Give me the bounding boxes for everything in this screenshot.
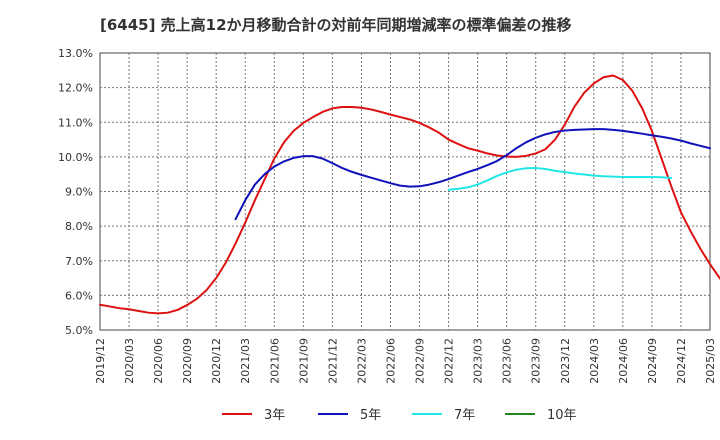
x-tick-label: 2021/06: [268, 338, 281, 384]
series-line-1: [234, 128, 711, 221]
x-tick-label: 2024/12: [675, 338, 688, 384]
x-tick-label: 2020/06: [152, 338, 165, 384]
x-tick-label: 2021/12: [326, 338, 339, 384]
y-tick-label: 8.0%: [65, 220, 93, 233]
legend-label-3: 10年: [547, 408, 577, 423]
axis-layer: 5.0% 6.0% 7.0% 8.0% 9.0% 10.0% 11.0% 12.0% 13.0%…: [58, 47, 717, 384]
y-tick-label: 10.0%: [58, 151, 93, 164]
x-tick-label: 2022/12: [443, 338, 456, 384]
y-tick-label: 5.0%: [65, 324, 93, 337]
series-line-2: [447, 166, 673, 191]
x-tick-label: 2021/03: [239, 338, 252, 384]
x-tick-label: 2025/03: [704, 338, 717, 384]
x-tick-label: 2023/12: [559, 338, 572, 384]
x-tick-label: 2020/12: [210, 338, 223, 384]
y-tick-label: 12.0%: [58, 82, 93, 95]
x-tick-label: 2023/09: [530, 338, 543, 384]
y-tick-label: 7.0%: [65, 255, 93, 268]
x-tick-label: 2024/03: [588, 338, 601, 384]
x-tick-label: 2024/09: [646, 338, 659, 384]
series-layer: [99, 74, 720, 315]
x-tick-label: 2020/09: [181, 338, 194, 384]
x-tick-label: 2020/03: [123, 338, 136, 384]
y-tick-label: 13.0%: [58, 47, 93, 60]
y-tick-label: 11.0%: [58, 116, 93, 129]
x-tick-label: 2021/09: [297, 338, 310, 384]
x-tick-label: 2023/06: [501, 338, 514, 384]
x-tick-label: 2024/06: [617, 338, 630, 384]
legend-label-2: 7年: [454, 408, 475, 423]
chart-title: [6445] 売上高12か月移動合計の対前年同期増減率の標準偏差の推移: [100, 16, 572, 34]
series-line-0: [99, 74, 720, 315]
y-tick-label: 6.0%: [65, 289, 93, 302]
x-tick-label: 2019/12: [94, 338, 107, 384]
x-tick-label: 2022/06: [384, 338, 397, 384]
x-tick-label: 2022/09: [414, 338, 427, 384]
legend: 3年 5年 7年 10年: [222, 408, 577, 423]
legend-label-1: 5年: [360, 408, 381, 423]
legend-label-0: 3年: [264, 408, 285, 423]
x-tick-label: 2022/03: [355, 338, 368, 384]
x-tick-label: 2023/03: [472, 338, 485, 384]
y-tick-label: 9.0%: [65, 186, 93, 199]
